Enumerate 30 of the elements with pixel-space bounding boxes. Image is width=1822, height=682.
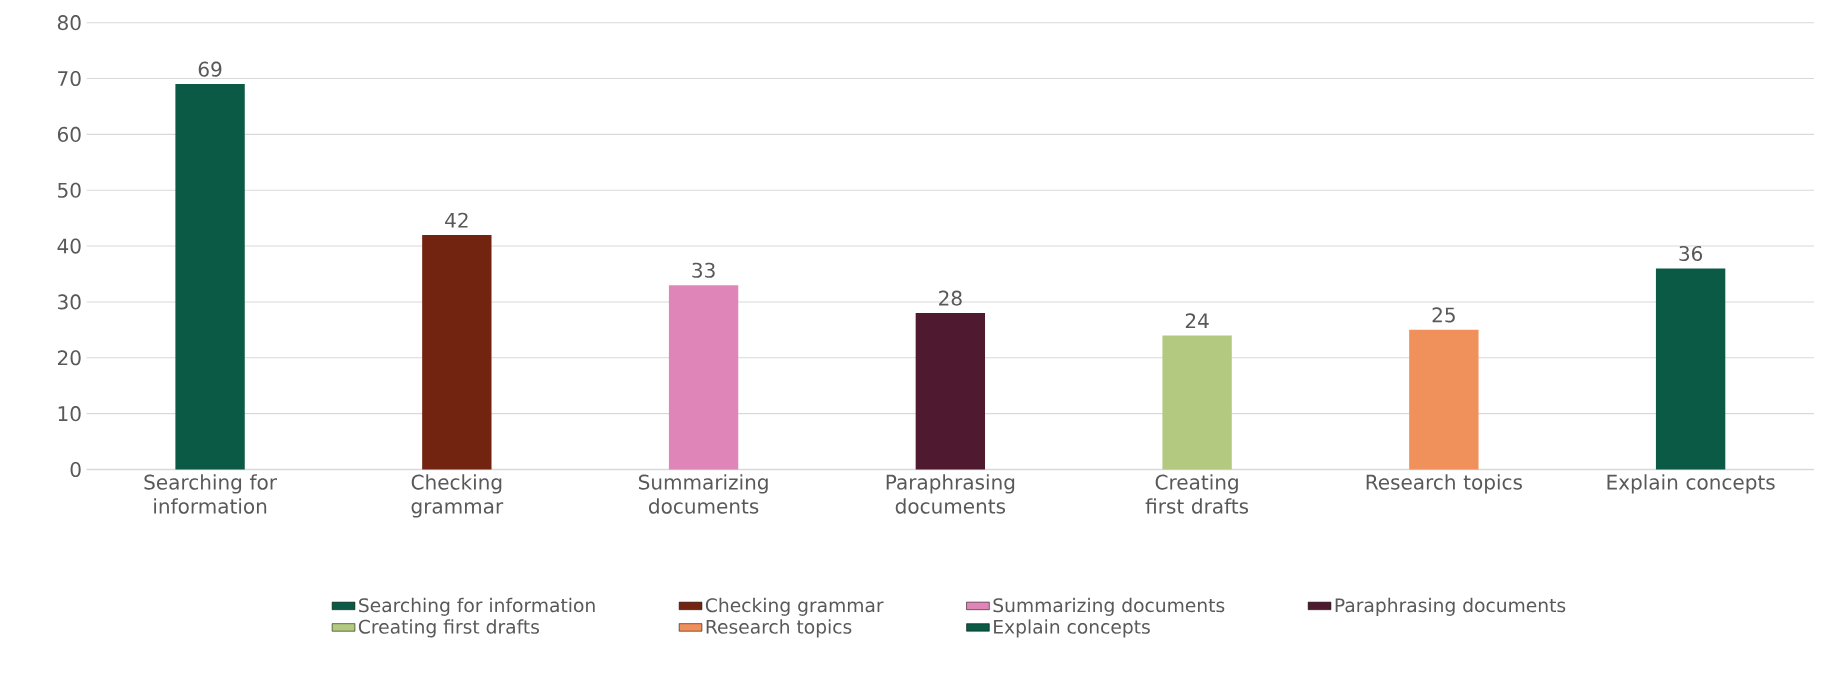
legend-label: Paraphrasing documents xyxy=(1335,598,1566,617)
data-label: 33 xyxy=(692,262,715,279)
y-tick-label: 60 xyxy=(57,127,81,143)
data-label: 69 xyxy=(198,61,222,77)
y-tick-label: 20 xyxy=(57,350,81,366)
legend-label: Research topics xyxy=(706,619,852,638)
data-label: 25 xyxy=(1432,307,1455,323)
legend-label: Summarizing documents xyxy=(993,598,1225,617)
x-tick-label: Summarizing documents xyxy=(638,474,768,514)
data-label: 24 xyxy=(1185,313,1209,329)
data-label: 42 xyxy=(445,212,468,228)
legend-label: Explain concepts xyxy=(994,619,1150,638)
y-tick-label: 80 xyxy=(57,15,81,31)
data-label: 28 xyxy=(939,290,962,306)
y-tick-label: 30 xyxy=(58,294,81,310)
x-tick-label: Searching for information xyxy=(144,474,278,514)
legend-label: Creating first drafts xyxy=(358,619,540,638)
x-tick-label: Explain concepts xyxy=(1607,474,1775,494)
x-tick-label: Checking grammar xyxy=(411,474,504,518)
y-tick-label: 50 xyxy=(58,182,81,199)
x-tick-label: Creating first drafts xyxy=(1145,474,1249,514)
y-tick-label: 70 xyxy=(58,71,81,87)
legend-label: Searching for information xyxy=(359,598,595,617)
data-label: 36 xyxy=(1679,246,1703,262)
x-tick-label: Paraphrasing documents xyxy=(886,474,1015,514)
x-tick-label: Research topics xyxy=(1366,474,1522,494)
y-tick-label: 0 xyxy=(70,462,81,478)
y-tick-label: 10 xyxy=(58,406,81,422)
legend-label: Checking grammar xyxy=(705,598,884,617)
y-tick-label: 40 xyxy=(57,238,81,254)
